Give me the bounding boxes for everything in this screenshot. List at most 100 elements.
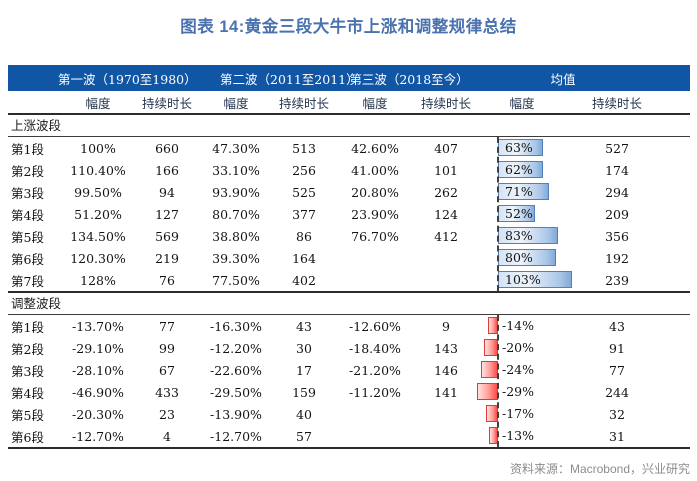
table-row: 第6段 120.30% 219 39.30% 164 80% 192 bbox=[8, 247, 690, 269]
cell-mean-duration: 527 bbox=[605, 140, 629, 156]
cell-row-label: 第4段 bbox=[11, 385, 44, 401]
cell-wave1-amplitude: -13.70% bbox=[72, 318, 124, 334]
cell-mean-amplitude: 103% bbox=[474, 269, 573, 291]
cell-mean-duration: 239 bbox=[605, 272, 629, 288]
cell-mean-amplitude: -20% bbox=[474, 337, 570, 359]
cell-wave3-duration: 101 bbox=[434, 162, 458, 178]
cell-wave2-duration: 17 bbox=[296, 362, 312, 378]
cell-wave1-amplitude: 134.50% bbox=[70, 228, 126, 244]
gold-bull-market-table: 第一波（1970至1980） 第二波（2011至2011） 第三波（2018至今… bbox=[8, 65, 690, 449]
table-row: 第4段 51.20% 127 80.70% 377 23.90% 124 52% 209 bbox=[8, 203, 690, 225]
cell-row-label: 第2段 bbox=[11, 341, 44, 357]
wave3-duration-header: 持续时长 bbox=[420, 95, 471, 111]
mean-amplitude-value: -20% bbox=[502, 340, 535, 355]
cell-row-label: 第3段 bbox=[11, 363, 44, 379]
cell-wave1-duration: 660 bbox=[155, 140, 179, 156]
cell-wave3-duration: 146 bbox=[434, 362, 458, 378]
cell-wave1-amplitude: 51.20% bbox=[74, 206, 122, 222]
cell-mean-amplitude: 83% bbox=[474, 225, 570, 247]
cell-mean-amplitude: 63% bbox=[474, 137, 570, 159]
cell-wave2-duration: 256 bbox=[292, 162, 316, 178]
cell-row-label: 第2段 bbox=[11, 163, 44, 179]
cell-wave2-amplitude: 33.10% bbox=[212, 162, 260, 178]
cell-wave2-duration: 164 bbox=[292, 250, 316, 266]
mean-bar-baseline bbox=[497, 315, 499, 447]
mean-duration-header: 持续时长 bbox=[591, 95, 642, 111]
cell-wave3-amplitude: -18.40% bbox=[349, 340, 401, 356]
cell-wave1-amplitude: 100% bbox=[80, 140, 116, 156]
cell-row-label: 第3段 bbox=[11, 185, 44, 201]
cell-mean-amplitude: 52% bbox=[474, 203, 570, 225]
cell-wave1-duration: 219 bbox=[155, 250, 179, 266]
mean-amplitude-value: -17% bbox=[502, 406, 535, 421]
cell-mean-duration: 192 bbox=[605, 250, 629, 266]
cell-mean-amplitude: 62% bbox=[474, 159, 570, 181]
cell-wave2-duration: 159 bbox=[292, 384, 316, 400]
cell-wave2-duration: 377 bbox=[292, 206, 316, 222]
table-row: 第7段 128% 76 77.50% 402 103% 239 bbox=[8, 269, 690, 291]
section-bottom-rule bbox=[8, 291, 690, 293]
cell-wave2-amplitude: -12.20% bbox=[210, 340, 262, 356]
cell-wave2-duration: 43 bbox=[296, 318, 312, 334]
cell-wave1-duration: 4 bbox=[163, 428, 171, 444]
mean-amplitude-value: 71% bbox=[505, 184, 533, 199]
wave3-amplitude-header: 幅度 bbox=[362, 95, 388, 111]
cell-row-label: 第1段 bbox=[11, 319, 44, 335]
cell-row-label: 第4段 bbox=[11, 207, 44, 223]
table-row: 第4段 -46.90% 433 -29.50% 159 -11.20% 141 -29% 244 bbox=[8, 381, 690, 403]
table-row: 第2段 -29.10% 99 -12.20% 30 -18.40% 143 -20% 91 bbox=[8, 337, 690, 359]
wave1-duration-header: 持续时长 bbox=[141, 95, 192, 111]
header-divider bbox=[8, 113, 690, 115]
section-divider bbox=[8, 136, 690, 137]
cell-wave2-duration: 30 bbox=[296, 340, 312, 356]
cell-mean-duration: 244 bbox=[605, 384, 629, 400]
cell-wave3-amplitude: 41.00% bbox=[351, 162, 399, 178]
cell-wave1-duration: 67 bbox=[159, 362, 175, 378]
cell-wave3-duration: 124 bbox=[434, 206, 458, 222]
section-label: 调整波段 bbox=[11, 296, 62, 311]
cell-wave3-duration: 9 bbox=[442, 318, 450, 334]
cell-wave1-duration: 433 bbox=[155, 384, 179, 400]
cell-wave2-amplitude: -22.60% bbox=[210, 362, 262, 378]
cell-wave1-amplitude: 120.30% bbox=[70, 250, 126, 266]
cell-wave2-duration: 525 bbox=[292, 184, 316, 200]
cell-mean-duration: 209 bbox=[605, 206, 629, 222]
report-figure: 图表 14:黄金三段大牛市上涨和调整规律总结 第一波（1970至1980） 第二… bbox=[0, 13, 697, 481]
section-bottom-rule bbox=[8, 447, 690, 449]
mean-amplitude-bar bbox=[477, 383, 498, 400]
cell-wave3-duration: 407 bbox=[434, 140, 458, 156]
cell-mean-duration: 91 bbox=[609, 340, 625, 356]
cell-mean-amplitude: -24% bbox=[474, 359, 570, 381]
cell-wave1-amplitude: -28.10% bbox=[72, 362, 124, 378]
wave2-header: 第二波（2011至2011） bbox=[220, 71, 359, 87]
cell-wave1-duration: 99 bbox=[159, 340, 175, 356]
cell-mean-duration: 294 bbox=[605, 184, 629, 200]
cell-wave1-duration: 127 bbox=[155, 206, 179, 222]
cell-wave3-amplitude: 42.60% bbox=[351, 140, 399, 156]
cell-wave2-amplitude: 39.30% bbox=[212, 250, 260, 266]
cell-wave2-duration: 513 bbox=[292, 140, 316, 156]
sub-header-row: 幅度 持续时长 幅度 持续时长 幅度 持续时长 幅度 持续时长 bbox=[8, 91, 690, 113]
cell-wave3-amplitude: -12.60% bbox=[349, 318, 401, 334]
table-row: 第6段 -12.70% 4 -12.70% 57 -13% 31 bbox=[8, 425, 690, 447]
cell-wave3-duration: 143 bbox=[434, 340, 458, 356]
cell-wave3-amplitude: -21.20% bbox=[349, 362, 401, 378]
cell-wave1-duration: 76 bbox=[159, 272, 175, 288]
cell-wave1-duration: 94 bbox=[159, 184, 175, 200]
cell-mean-duration: 356 bbox=[605, 228, 629, 244]
cell-wave1-duration: 166 bbox=[155, 162, 179, 178]
cell-wave2-duration: 402 bbox=[292, 272, 316, 288]
table-row: 第3段 99.50% 94 93.90% 525 20.80% 262 71% 294 bbox=[8, 181, 690, 203]
section-label: 上涨波段 bbox=[11, 118, 62, 133]
cell-wave2-amplitude: -12.70% bbox=[210, 428, 262, 444]
mean-amplitude-value: 52% bbox=[505, 206, 533, 221]
cell-wave3-duration: 262 bbox=[434, 184, 458, 200]
wave-header-band: 第一波（1970至1980） 第二波（2011至2011） 第三波（2018至今… bbox=[8, 65, 690, 91]
cell-wave1-amplitude: 110.40% bbox=[70, 162, 126, 178]
wave1-amplitude-header: 幅度 bbox=[85, 95, 111, 111]
cell-wave1-duration: 77 bbox=[159, 318, 175, 334]
cell-row-label: 第5段 bbox=[11, 407, 44, 423]
mean-amplitude-value: -14% bbox=[502, 318, 535, 333]
cell-wave2-duration: 86 bbox=[296, 228, 312, 244]
section-rows: 第1段 -13.70% 77 -16.30% 43 -12.60% 9 -14% 43 第2段 -2… bbox=[8, 315, 690, 447]
